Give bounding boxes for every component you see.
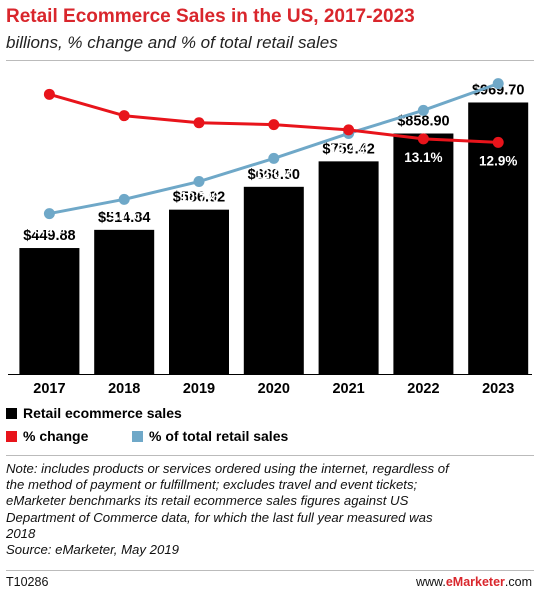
share-value-label: 14.7% xyxy=(404,85,442,100)
share-point xyxy=(43,208,55,220)
change-point xyxy=(43,88,55,100)
x-tick-label: 2020 xyxy=(258,381,290,397)
change-point xyxy=(268,119,280,131)
bar xyxy=(94,229,155,374)
note-divider xyxy=(6,455,534,456)
change-point xyxy=(343,124,355,136)
bar-value-label: $586.92 xyxy=(173,190,225,206)
share-point xyxy=(417,104,429,116)
legend-label-change: % change xyxy=(23,428,89,444)
note-line: 2018 xyxy=(6,525,36,541)
top-divider xyxy=(6,60,534,61)
change-point xyxy=(492,136,504,148)
share-point xyxy=(118,193,130,205)
note-line: eMarketer benchmarks its retail ecommerc… xyxy=(6,493,409,509)
legend-swatch-sales xyxy=(6,407,17,419)
bar-value-label: $858.90 xyxy=(397,114,449,130)
share-value-label: 12.0% xyxy=(255,166,293,181)
share-value-label: 10.7% xyxy=(180,190,218,205)
bar-value-label: $969.70 xyxy=(472,82,524,98)
chart-code: T10286 xyxy=(6,575,49,589)
bar xyxy=(19,248,80,374)
x-tick-label: 2021 xyxy=(332,381,364,397)
brand-prefix: www. xyxy=(415,575,446,589)
bar-value-label: $449.88 xyxy=(23,228,75,244)
legend-label-share: % of total retail sales xyxy=(149,428,289,444)
brand-url[interactable]: www.eMarketer.com xyxy=(416,575,532,589)
brand-name: eMarketer xyxy=(445,575,505,589)
change-value-label: 12.9% xyxy=(479,153,517,168)
change-value-label: 13.9% xyxy=(255,98,293,113)
x-tick-label: 2017 xyxy=(33,381,65,397)
bar-value-label: $514.84 xyxy=(98,210,150,226)
note-line: Department of Commerce data, for which t… xyxy=(6,509,433,525)
chart-subtitle: billions, % change and % of total retail… xyxy=(6,33,338,52)
legend-swatch-change xyxy=(6,430,17,442)
note-line: the method of payment or fulfillment; ex… xyxy=(6,477,418,493)
change-value-label: 15.6% xyxy=(30,106,68,121)
share-point xyxy=(268,152,280,164)
legend-swatch-share xyxy=(132,430,143,442)
bar xyxy=(243,186,304,374)
share-value-label: 8.9% xyxy=(34,222,65,237)
bar xyxy=(318,161,379,374)
legend-item-share: % of total retail sales xyxy=(132,428,288,444)
bar-value-label: $759.42 xyxy=(322,141,374,157)
share-value-label: 16.2% xyxy=(479,59,517,74)
chart-area: $449.88 $514.84 $586.92 $668.50 $759.42 $858.… xyxy=(8,59,532,397)
note-line: Note: includes products or services orde… xyxy=(6,461,449,476)
x-tick-label: 2019 xyxy=(183,381,215,397)
legend-label-sales: Retail ecommerce sales xyxy=(23,405,182,421)
bar xyxy=(393,133,454,374)
change-value-label: 14.4% xyxy=(105,128,143,143)
brand-suffix: .com xyxy=(504,575,532,589)
note-source: Source: eMarketer, May 2019 xyxy=(6,542,179,558)
change-value-label: 13.1% xyxy=(404,150,442,165)
share-point xyxy=(193,176,205,188)
change-value-label: 14.0% xyxy=(180,96,218,111)
change-point xyxy=(193,117,205,129)
x-tick-label: 2023 xyxy=(482,381,514,397)
bar xyxy=(169,209,229,374)
change-value-label: 13.6% xyxy=(329,103,367,118)
share-point xyxy=(492,78,504,90)
change-point xyxy=(417,133,429,145)
change-point xyxy=(118,110,130,122)
x-tick-label: 2018 xyxy=(108,381,140,397)
chart-title: Retail Ecommerce Sales in the US, 2017-2… xyxy=(6,6,415,27)
bar-value-label: $668.50 xyxy=(248,167,300,183)
x-tick-label: 2022 xyxy=(407,381,439,397)
share-value-label: 9.7% xyxy=(109,207,140,222)
legend-item-sales: Retail ecommerce sales xyxy=(6,405,182,421)
footer-divider xyxy=(6,570,534,571)
share-value-label: 13.4% xyxy=(329,141,367,156)
chart-note: Note: includes products or services orde… xyxy=(6,461,534,558)
legend-item-change: % change xyxy=(6,428,88,444)
